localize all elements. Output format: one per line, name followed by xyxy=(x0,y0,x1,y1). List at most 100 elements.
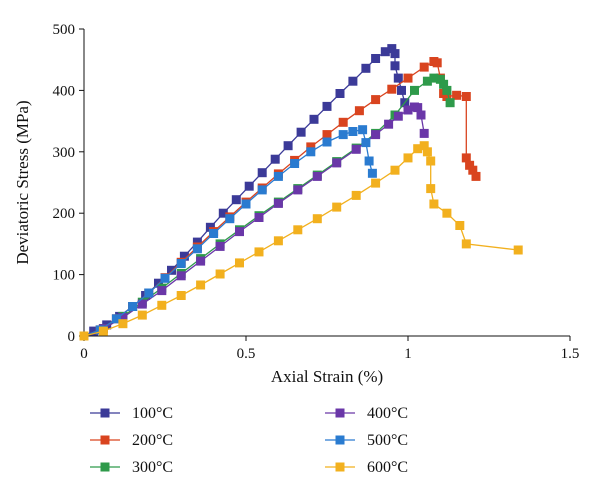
data-point xyxy=(118,319,128,329)
data-point xyxy=(306,142,316,152)
data-point xyxy=(367,168,377,178)
data-point xyxy=(387,84,397,94)
legend-label: 500°C xyxy=(367,432,408,449)
data-point xyxy=(209,229,219,238)
data-point xyxy=(380,47,390,57)
series-line xyxy=(83,144,519,337)
data-point xyxy=(416,110,426,120)
series-line xyxy=(83,106,425,337)
legend-marker xyxy=(335,435,345,445)
data-point xyxy=(442,92,452,101)
data-point xyxy=(322,130,332,140)
data-point xyxy=(225,214,235,224)
y-axis-title: Deviatoric Stress (MPa) xyxy=(13,100,32,264)
y-tick-label: 200 xyxy=(53,206,76,222)
data-point xyxy=(348,76,358,86)
legend-label: 600°C xyxy=(367,459,408,476)
data-point xyxy=(293,185,303,195)
data-point xyxy=(306,147,316,157)
data-point xyxy=(397,85,406,95)
data-point xyxy=(393,111,403,121)
data-point xyxy=(351,144,361,154)
data-point xyxy=(455,221,465,230)
data-point xyxy=(332,158,342,168)
data-point xyxy=(371,54,381,63)
legend-marker xyxy=(100,435,110,445)
y-tick-label: 500 xyxy=(53,22,76,38)
data-point xyxy=(293,225,303,235)
series-6 xyxy=(79,141,523,341)
data-point xyxy=(354,106,364,116)
data-point xyxy=(176,259,186,268)
legend-item: 500°C xyxy=(325,432,408,449)
data-point xyxy=(390,49,400,59)
data-point xyxy=(322,101,332,111)
data-point xyxy=(429,199,439,209)
data-point xyxy=(387,44,397,54)
data-point xyxy=(435,74,445,84)
data-point xyxy=(513,245,523,255)
data-point xyxy=(231,195,241,205)
data-point xyxy=(461,92,471,101)
data-point xyxy=(312,214,322,224)
y-tick-label: 0 xyxy=(68,329,76,345)
data-point xyxy=(335,89,345,98)
data-point xyxy=(312,171,322,181)
series-4 xyxy=(79,102,429,341)
data-point xyxy=(157,286,167,296)
data-point xyxy=(358,125,368,135)
data-point xyxy=(403,153,413,163)
data-point xyxy=(410,85,419,95)
data-point xyxy=(176,271,186,281)
data-point xyxy=(157,300,167,310)
data-point xyxy=(442,85,452,95)
data-point xyxy=(192,244,202,254)
data-point xyxy=(89,326,99,336)
data-point xyxy=(270,154,280,164)
data-point xyxy=(419,141,429,151)
x-tick-label: 1 xyxy=(404,346,412,362)
legend-marker xyxy=(335,462,345,472)
data-point xyxy=(167,265,176,275)
data-point xyxy=(273,171,283,181)
data-point xyxy=(422,147,432,157)
x-axis-title: Axial Strain (%) xyxy=(271,367,383,386)
data-point xyxy=(111,314,121,324)
series-5 xyxy=(79,125,377,341)
data-point xyxy=(384,119,394,129)
data-point xyxy=(309,114,319,124)
legend-item: 200°C xyxy=(90,432,173,449)
data-point xyxy=(452,90,462,100)
legend-marker xyxy=(100,462,110,472)
data-point xyxy=(413,103,423,113)
data-point xyxy=(432,58,442,68)
data-point xyxy=(196,256,206,266)
data-point xyxy=(160,273,170,283)
data-point xyxy=(235,258,244,268)
data-point xyxy=(371,130,381,140)
data-point xyxy=(426,184,436,194)
x-tick-label: 0.5 xyxy=(237,346,256,362)
legend-label: 200°C xyxy=(132,432,173,449)
legend-marker xyxy=(335,408,345,418)
data-point xyxy=(296,127,306,137)
data-point xyxy=(442,208,452,218)
data-point xyxy=(257,185,267,195)
data-point xyxy=(144,288,154,298)
data-point xyxy=(128,302,138,311)
data-point xyxy=(390,61,400,71)
data-point xyxy=(215,269,225,279)
data-point xyxy=(461,239,471,249)
y-tick-label: 100 xyxy=(53,268,76,284)
data-point xyxy=(215,241,225,251)
data-point xyxy=(364,156,374,166)
data-point xyxy=(290,159,300,168)
legend-item: 600°C xyxy=(325,459,408,476)
data-point xyxy=(419,62,429,72)
data-point xyxy=(332,202,342,212)
legend-label: 100°C xyxy=(132,405,173,422)
data-point xyxy=(241,199,251,209)
data-point xyxy=(118,313,128,323)
data-point xyxy=(254,213,264,222)
data-point xyxy=(254,247,264,257)
